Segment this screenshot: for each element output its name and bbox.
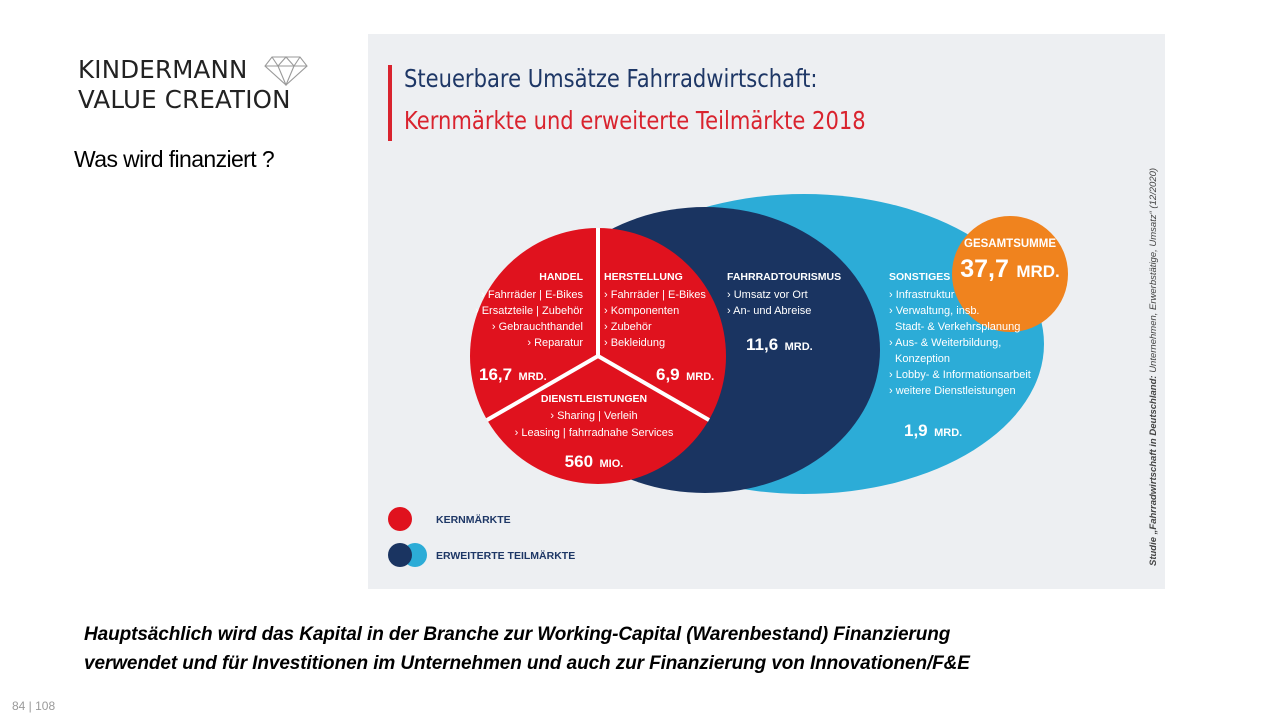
tourismus-value: 11,6 MRD. [746, 335, 813, 354]
diamond-icon [264, 56, 308, 86]
pie-dividers [486, 228, 710, 422]
sonstiges-value: 1,9 MRD. [904, 421, 962, 440]
sonstiges-item: › weitere Dienstleistungen [889, 385, 1016, 397]
total-value: 37,7 MRD. [960, 255, 1060, 283]
herstellung-title: HERSTELLUNG [604, 271, 683, 283]
page-number: 84 | 108 [12, 699, 56, 713]
tourismus-item: › Umsatz vor Ort [727, 289, 808, 301]
infographic-panel: Steuerbare Umsätze Fahrradwirtschaft: Ke… [368, 34, 1165, 589]
tourismus-unit: MRD. [785, 341, 813, 353]
herstellung-item: › Zubehör [604, 321, 652, 333]
logo-line-1: KINDERMANN [78, 55, 248, 84]
total-label: GESAMTSUMME [964, 238, 1056, 250]
title-accent-bar [388, 65, 392, 141]
market-diagram: GESAMTSUMME 37,7 MRD. HANDEL › Fahrräder… [388, 194, 1068, 567]
sonstiges-item: Stadt- & Verkehrsplanung [895, 321, 1020, 333]
sonstiges-unit: MRD. [934, 427, 962, 439]
sonstiges-item: › Aus- & Weiterbildung, [889, 337, 1001, 349]
slide-caption: Hauptsächlich wird das Kapital in der Br… [84, 620, 970, 678]
source-note: Studie „Fahrradwirtschaft in Deutschland… [1148, 168, 1159, 566]
source-note-bold: Studie „Fahrradwirtschaft in Deutschland… [1148, 375, 1159, 566]
sonstiges-amount: 1,9 [904, 421, 928, 440]
herstellung-item: › Bekleidung [604, 337, 665, 349]
dienstleistungen-item: › Sharing | Verleih [550, 410, 637, 422]
legend: KERNMÄRKTE ERWEITERTE TEILMÄRKTE [388, 507, 575, 567]
caption-line-2: verwendet und für Investitionen im Unter… [84, 653, 970, 674]
infographic-title: Steuerbare Umsätze Fahrradwirtschaft: [404, 64, 818, 93]
handel-item: › Fahrräder | E-Bikes [481, 289, 583, 301]
sonstiges-item: › Infrastruktur [889, 289, 955, 301]
herstellung-item: › Komponenten [604, 305, 679, 317]
total-amount: 37,7 [960, 255, 1009, 283]
sonstiges-item: › Lobby- & Informationsarbeit [889, 369, 1031, 381]
legend-extended-label: ERWEITERTE TEILMÄRKTE [436, 549, 575, 562]
handel-item: › Ersatzteile | Zubehör [475, 305, 583, 317]
total-unit: MRD. [1016, 262, 1059, 281]
tourismus-title: FAHRRADTOURISMUS [727, 271, 841, 283]
infographic-subtitle: Kernmärkte und erweiterte Teilmärkte 201… [404, 106, 866, 135]
herstellung-item: › Fahrräder | E-Bikes [604, 289, 706, 301]
sonstiges-title: SONSTIGES [889, 271, 950, 283]
tourismus-item: › An- und Abreise [727, 305, 811, 317]
company-logo: KINDERMANN VALUE CREATION [78, 55, 291, 115]
sonstiges-item: › Verwaltung, insb. [889, 305, 980, 317]
dienstleistungen-amount: 560 [565, 452, 593, 471]
herstellung-amount: 6,9 [656, 365, 680, 384]
dienstleistungen-item: › Leasing | fahrradnahe Services [515, 427, 674, 439]
handel-unit: MRD. [519, 371, 547, 383]
total-bubble [952, 216, 1068, 332]
caption-line-1: Hauptsächlich wird das Kapital in der Br… [84, 624, 951, 645]
handel-item: › Reparatur [527, 337, 583, 349]
dienstleistungen-title: DIENSTLEISTUNGEN [541, 393, 647, 405]
source-note-rest: Unternehmen, Erwerbstätige, Umsatz“ (12/… [1148, 167, 1159, 376]
herstellung-unit: MRD. [686, 371, 714, 383]
handel-item: › Gebrauchthandel [492, 321, 583, 333]
legend-core-label: KERNMÄRKTE [436, 513, 511, 526]
herstellung-value: 6,9 MRD. [656, 365, 714, 384]
tourismus-amount: 11,6 [746, 335, 778, 354]
handel-title: HANDEL [539, 271, 583, 283]
legend-core-swatch [388, 507, 412, 531]
dienstleistungen-value: 560 MIO. [565, 452, 624, 471]
slide-heading: Was wird finanziert ? [74, 146, 275, 172]
dienstleistungen-unit: MIO. [599, 458, 623, 470]
legend-extended-swatch-navy [388, 543, 412, 567]
logo-line-2: VALUE CREATION [78, 85, 291, 114]
handel-amount: 16,7 [479, 365, 512, 384]
handel-value: 16,7 MRD. [479, 365, 547, 384]
sonstiges-item: Konzeption [895, 353, 950, 365]
